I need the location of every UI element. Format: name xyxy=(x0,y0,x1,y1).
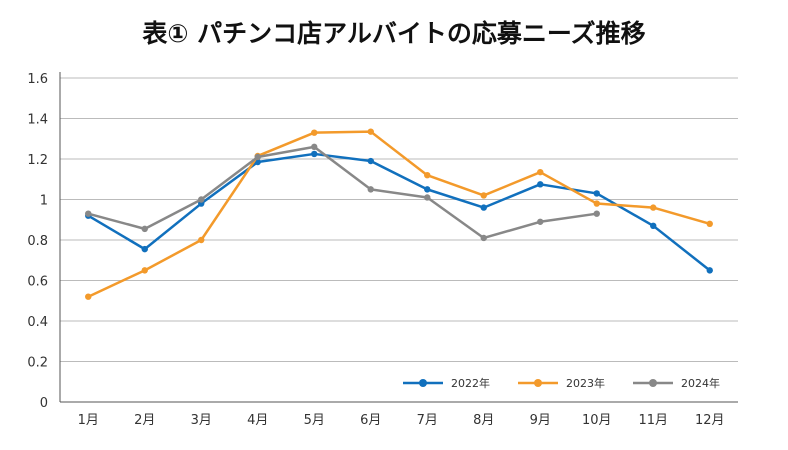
legend-label: 2022年 xyxy=(451,376,490,390)
legend-marker xyxy=(649,379,657,387)
y-tick-label: 0 xyxy=(40,396,48,411)
chart-title: 表① パチンコ店アルバイトの応募ニーズ推移 xyxy=(142,19,646,48)
x-tick-label: 2月 xyxy=(134,413,155,428)
y-tick-label: 1.4 xyxy=(27,113,48,128)
data-point xyxy=(480,234,487,242)
data-point xyxy=(537,168,544,176)
x-tick-label: 7月 xyxy=(417,413,438,428)
x-tick-label: 3月 xyxy=(191,413,212,428)
data-point xyxy=(593,190,600,197)
data-point xyxy=(650,222,657,230)
data-point xyxy=(311,143,318,151)
data-point xyxy=(480,192,487,199)
data-point xyxy=(650,204,657,211)
y-tick-label: 0.8 xyxy=(27,234,48,249)
data-point xyxy=(537,181,544,188)
y-tick-label: 1.2 xyxy=(27,153,48,168)
data-point xyxy=(311,150,318,158)
data-point xyxy=(254,153,261,161)
data-point xyxy=(593,210,600,217)
data-point xyxy=(480,204,487,211)
x-tick-label: 5月 xyxy=(304,413,325,428)
data-point xyxy=(424,172,431,179)
series-line-2023年 xyxy=(87,130,711,298)
y-tick-label: 1.6 xyxy=(27,72,48,87)
y-tick-label: 0.6 xyxy=(27,275,48,290)
series-line-2024年 xyxy=(87,145,597,240)
y-tick-label: 0.2 xyxy=(27,356,48,371)
legend-marker xyxy=(419,379,427,387)
x-tick-label: 12月 xyxy=(695,413,725,428)
data-point xyxy=(141,267,148,274)
x-tick-label: 6月 xyxy=(360,413,381,428)
data-point xyxy=(85,293,92,300)
data-point xyxy=(537,218,544,225)
data-point xyxy=(85,210,92,217)
data-point xyxy=(424,186,431,193)
data-point xyxy=(706,220,713,227)
x-tick-label: 1月 xyxy=(78,413,99,428)
x-tick-label: 9月 xyxy=(530,413,551,428)
data-point xyxy=(367,128,374,135)
x-tick-label: 11月 xyxy=(638,413,668,428)
data-point xyxy=(141,225,148,233)
data-point xyxy=(311,129,318,136)
data-point xyxy=(367,157,374,165)
legend-label: 2023年 xyxy=(566,376,605,390)
y-tick-label: 1 xyxy=(40,194,48,209)
data-point xyxy=(141,245,148,253)
data-point xyxy=(593,200,600,207)
y-tick-label: 0.4 xyxy=(27,315,48,330)
x-tick-label: 10月 xyxy=(582,413,612,428)
data-point xyxy=(198,236,205,244)
x-tick-label: 8月 xyxy=(473,413,494,428)
x-tick-label: 4月 xyxy=(247,413,268,428)
data-point xyxy=(424,194,431,201)
legend-marker xyxy=(534,379,542,387)
data-point xyxy=(198,196,205,203)
legend-label: 2024年 xyxy=(681,376,720,390)
data-point xyxy=(367,186,374,193)
series-line-2022年 xyxy=(87,152,711,272)
data-point xyxy=(706,267,713,274)
